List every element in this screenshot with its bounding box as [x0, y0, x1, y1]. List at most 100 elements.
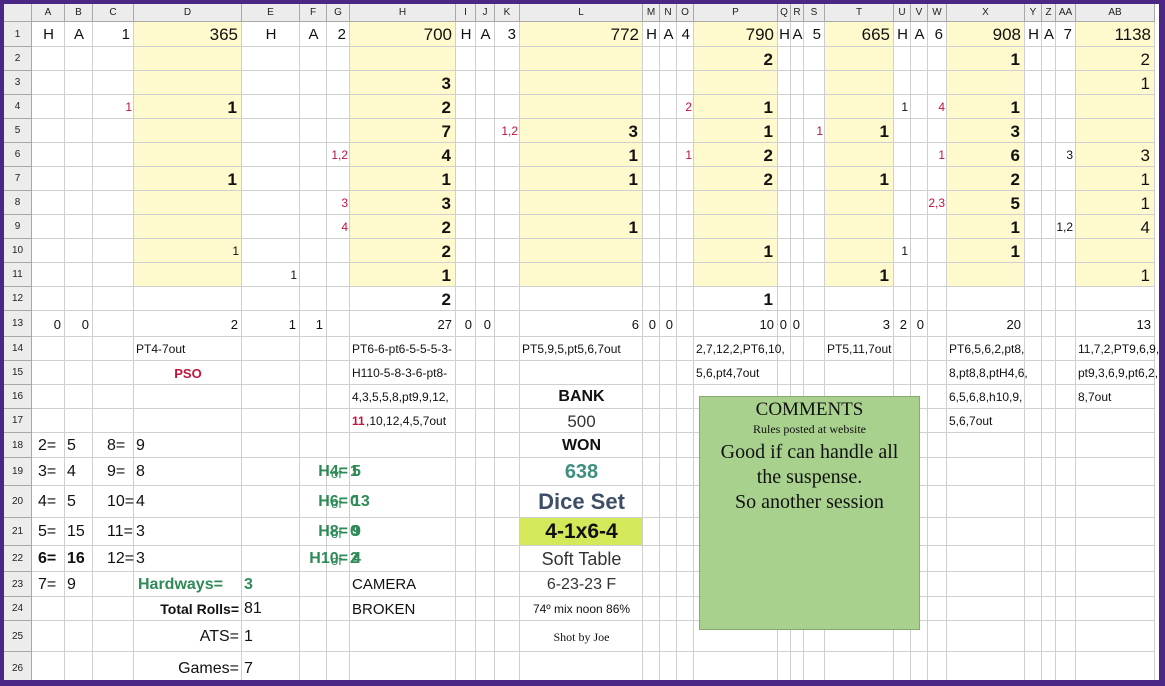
cell[interactable] [825, 47, 894, 71]
cell[interactable] [93, 22, 134, 47]
cell[interactable] [456, 239, 476, 263]
cell[interactable] [520, 433, 643, 458]
cell[interactable] [825, 652, 894, 680]
cell[interactable] [1076, 546, 1155, 572]
cell[interactable] [300, 458, 327, 486]
cell[interactable] [947, 22, 1025, 47]
cell[interactable] [476, 518, 495, 546]
cell[interactable] [65, 71, 93, 95]
cell[interactable] [476, 572, 495, 597]
cell[interactable] [134, 361, 242, 385]
cell[interactable] [804, 287, 825, 311]
cell[interactable] [350, 433, 456, 458]
cell[interactable] [1025, 143, 1042, 167]
cell[interactable] [495, 572, 520, 597]
cell[interactable] [65, 143, 93, 167]
cell[interactable] [93, 337, 134, 361]
row-header[interactable]: 22 [4, 546, 32, 572]
cell[interactable] [778, 263, 791, 287]
cell[interactable] [32, 47, 65, 71]
cell[interactable] [476, 143, 495, 167]
cell[interactable] [911, 71, 928, 95]
cell[interactable] [694, 71, 778, 95]
cell[interactable] [694, 167, 778, 191]
cell[interactable] [928, 263, 947, 287]
cell[interactable] [456, 597, 476, 621]
cell[interactable] [93, 361, 134, 385]
cell[interactable] [694, 263, 778, 287]
cell[interactable] [928, 47, 947, 71]
cell[interactable] [894, 239, 911, 263]
cell[interactable] [1042, 361, 1056, 385]
cell[interactable] [300, 311, 327, 337]
cell[interactable] [660, 143, 677, 167]
cell[interactable] [947, 361, 1025, 385]
cell[interactable] [242, 337, 300, 361]
row-header[interactable]: 17 [4, 409, 32, 433]
cell[interactable] [327, 22, 350, 47]
cell[interactable] [93, 518, 134, 546]
cell[interactable] [242, 409, 300, 433]
cell[interactable] [677, 486, 694, 518]
cell[interactable] [947, 311, 1025, 337]
cell[interactable] [643, 71, 660, 95]
cell[interactable] [1025, 409, 1042, 433]
cell[interactable] [1056, 572, 1076, 597]
cell[interactable] [350, 22, 456, 47]
cell[interactable] [778, 239, 791, 263]
cell[interactable] [520, 337, 643, 361]
cell[interactable] [1042, 239, 1056, 263]
cell[interactable] [456, 119, 476, 143]
cell[interactable] [242, 546, 300, 572]
cell[interactable] [350, 95, 456, 119]
row-header[interactable]: 7 [4, 167, 32, 191]
cell[interactable] [804, 263, 825, 287]
cell[interactable] [134, 311, 242, 337]
cell[interactable] [1025, 47, 1042, 71]
cell[interactable] [778, 191, 791, 215]
cell[interactable] [825, 71, 894, 95]
cell[interactable] [300, 518, 327, 546]
cell[interactable] [1056, 311, 1076, 337]
column-header[interactable]: R [791, 4, 804, 22]
cell[interactable] [643, 287, 660, 311]
cell[interactable] [1042, 95, 1056, 119]
row-header[interactable]: 9 [4, 215, 32, 239]
cell[interactable] [804, 337, 825, 361]
cell[interactable] [350, 337, 456, 361]
cell[interactable] [643, 361, 660, 385]
cell[interactable] [93, 71, 134, 95]
cell[interactable] [520, 361, 643, 385]
cell[interactable] [300, 47, 327, 71]
cell[interactable] [947, 191, 1025, 215]
cell[interactable] [825, 119, 894, 143]
cell[interactable] [476, 621, 495, 652]
cell[interactable] [677, 47, 694, 71]
cell[interactable] [825, 621, 894, 652]
cell[interactable] [643, 433, 660, 458]
cell[interactable] [242, 263, 300, 287]
cell[interactable] [32, 621, 65, 652]
cell[interactable] [476, 71, 495, 95]
cell[interactable] [911, 311, 928, 337]
row-header[interactable]: 3 [4, 71, 32, 95]
column-header[interactable]: G [327, 4, 350, 22]
cell[interactable] [947, 652, 1025, 680]
cell[interactable] [1025, 546, 1042, 572]
cell[interactable] [327, 361, 350, 385]
cell[interactable] [1042, 652, 1056, 680]
row-header[interactable]: 5 [4, 119, 32, 143]
cell[interactable] [65, 486, 93, 518]
cell[interactable] [643, 518, 660, 546]
cell[interactable] [520, 572, 643, 597]
cell[interactable] [327, 337, 350, 361]
cell[interactable] [495, 652, 520, 680]
cell[interactable] [947, 546, 1025, 572]
cell[interactable] [65, 239, 93, 263]
cell[interactable] [93, 95, 134, 119]
cell[interactable] [300, 385, 327, 409]
cell[interactable] [947, 239, 1025, 263]
cell[interactable] [1042, 572, 1056, 597]
cell[interactable] [134, 239, 242, 263]
cell[interactable] [93, 191, 134, 215]
